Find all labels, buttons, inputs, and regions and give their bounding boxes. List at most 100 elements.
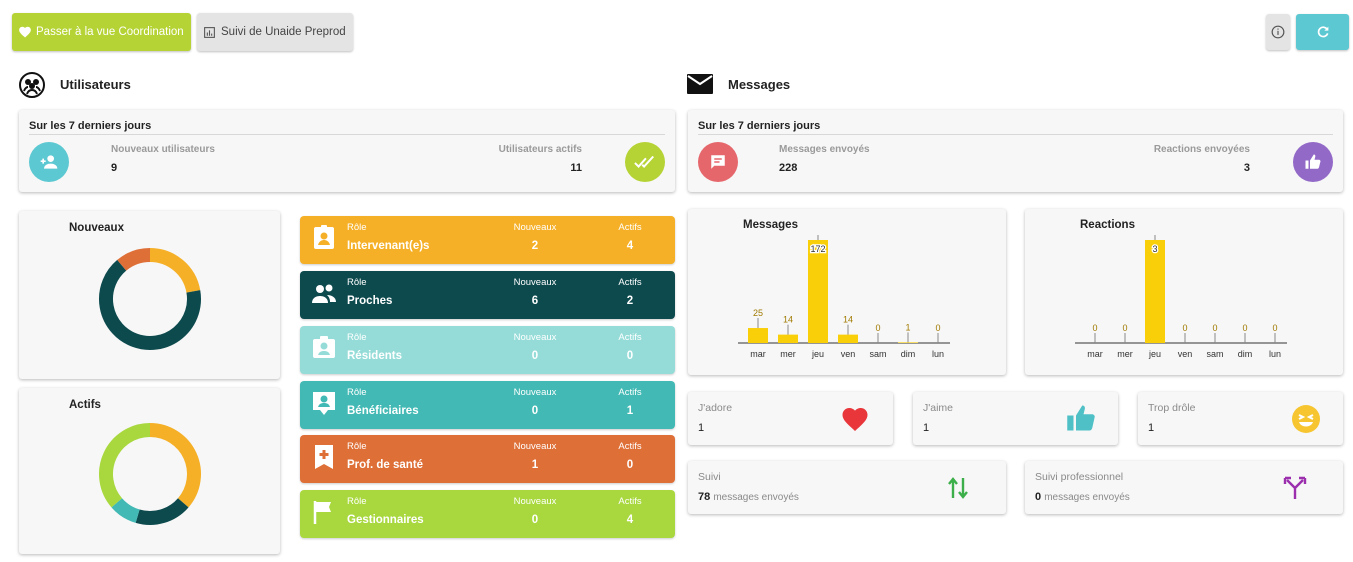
reaction-count: 1 <box>698 422 705 434</box>
role-name: Prof. de santé <box>347 459 424 471</box>
new-value: 0 <box>531 514 539 526</box>
tracking-name: Suivi <box>698 471 721 483</box>
users-group-icon <box>19 72 45 98</box>
messages-bar-chart: 25 mar 14 mer 172 jeu 14 ven 0 sam 1 dim 0 lun <box>738 235 950 359</box>
role-card-prof-de-sant[interactable]: Rôle Prof. de santé Nouveaux 1 Actifs 0 <box>300 435 675 483</box>
reactions-sent-value: 3 <box>1243 162 1250 174</box>
data-label: 0 <box>935 323 940 333</box>
role-card-intervenant-e-s[interactable]: Rôle Intervenant(e)s Nouveaux 2 Actifs 4 <box>300 216 675 264</box>
refresh-icon <box>1317 26 1328 38</box>
coordination-view-button[interactable]: Passer à la vue Coordination <box>12 13 191 51</box>
tick-label: ven <box>841 349 856 359</box>
new-key: Nouveaux <box>513 387 557 398</box>
reaction-card-like: J'aime 1 <box>913 392 1118 445</box>
new-value: 6 <box>531 295 539 307</box>
new-value: 1 <box>531 459 539 471</box>
donut-title-actifs: Actifs <box>69 399 101 411</box>
role-name: Proches <box>347 295 393 307</box>
donut-slice <box>99 423 151 508</box>
active-key: Actifs <box>618 222 642 233</box>
new-value: 0 <box>531 405 539 417</box>
tick-label: dim <box>901 349 916 359</box>
new-value: 2 <box>531 240 539 252</box>
active-users-value: 11 <box>570 162 582 174</box>
messages-chart-title: Messages <box>743 219 798 231</box>
tick-label: sam <box>1206 349 1223 359</box>
active-users-donut-card: Actifs <box>19 388 280 554</box>
new-key: Nouveaux <box>513 332 557 343</box>
tracking-button[interactable]: Suivi de Unaide Preprod <box>197 13 353 51</box>
new-users-donut-chart <box>99 248 201 350</box>
tracking-suffix: messages envoyés <box>713 492 799 503</box>
divider <box>29 134 665 135</box>
active-value: 1 <box>626 405 634 417</box>
role-key: Rôle <box>347 387 367 398</box>
contact-card-icon <box>313 336 335 358</box>
refresh-button[interactable] <box>1296 14 1349 50</box>
data-label: 0 <box>1212 323 1217 333</box>
role-card-b-n-ficiaires[interactable]: Rôle Bénéficiaires Nouveaux 0 Actifs 1 <box>300 381 675 429</box>
thumbs-up-icon <box>1067 405 1095 431</box>
role-name: Gestionnaires <box>347 514 424 526</box>
role-name: Résidents <box>347 350 402 362</box>
role-key: Rôle <box>347 277 367 288</box>
messages-period: Sur les 7 derniers jours <box>698 120 821 132</box>
info-button[interactable] <box>1266 14 1290 50</box>
reaction-count: 1 <box>1148 422 1155 434</box>
bar <box>748 328 768 343</box>
bar <box>838 334 858 343</box>
professional-tracking-card: Suivi professionnel 0 messages envoyés <box>1025 461 1343 514</box>
laughing-face-icon <box>1292 405 1320 433</box>
bar-chart-icon <box>204 26 215 38</box>
tracking-count: 78 <box>698 491 711 503</box>
data-label: 0 <box>1092 323 1097 333</box>
donut-slice <box>149 423 201 508</box>
users-summary-card: Sur les 7 derniers jours Nouveaux utilis… <box>19 110 675 192</box>
mail-icon <box>687 74 713 94</box>
active-key: Actifs <box>618 277 642 288</box>
bar <box>1145 240 1165 343</box>
coordination-view-label: Passer à la vue Coordination <box>36 26 184 38</box>
medical-bookmark-icon <box>315 445 333 469</box>
tracking-card: Suivi 78 messages envoyés <box>688 461 1006 514</box>
active-key: Actifs <box>618 441 642 452</box>
role-key: Rôle <box>347 441 367 452</box>
messages-summary-card: Sur les 7 derniers jours Messages envoyé… <box>688 110 1343 192</box>
role-card-proches[interactable]: Rôle Proches Nouveaux 6 Actifs 2 <box>300 271 675 319</box>
bar <box>808 240 828 343</box>
active-users-donut-chart <box>99 423 201 525</box>
role-key: Rôle <box>347 496 367 507</box>
divider <box>698 134 1333 135</box>
new-key: Nouveaux <box>513 496 557 507</box>
active-value: 0 <box>626 459 634 471</box>
merge-arrow-icon <box>1283 476 1307 499</box>
active-users-label: Utilisateurs actifs <box>498 144 582 155</box>
role-card-gestionnaires[interactable]: Rôle Gestionnaires Nouveaux 0 Actifs 4 <box>300 490 675 538</box>
messages-section-title: Messages <box>728 77 791 92</box>
tick-label: lun <box>932 349 944 359</box>
role-name: Intervenant(e)s <box>347 240 430 252</box>
data-label: 0 <box>1122 323 1127 333</box>
new-users-label: Nouveaux utilisateurs <box>111 144 215 155</box>
role-key: Rôle <box>347 222 367 233</box>
messages-sent-value: 228 <box>779 162 798 174</box>
data-label: 0 <box>1182 323 1187 333</box>
active-value: 0 <box>626 350 634 362</box>
reaction-name: J'adore <box>698 402 733 414</box>
reactions-sent-label: Reactions envoyées <box>1153 144 1250 155</box>
reactions-chart-title: Reactions <box>1080 219 1135 231</box>
people-icon <box>312 284 336 303</box>
users-period: Sur les 7 derniers jours <box>29 120 152 132</box>
new-users-value: 9 <box>111 162 118 174</box>
data-label: 0 <box>1272 323 1277 333</box>
new-users-donut-card: Nouveaux <box>19 211 280 379</box>
donut-title-nouveaux: Nouveaux <box>69 222 124 234</box>
donut-slice <box>99 259 201 350</box>
data-label: 3 <box>1152 244 1157 254</box>
role-card-r-sidents[interactable]: Rôle Résidents Nouveaux 0 Actifs 0 <box>300 326 675 374</box>
tick-label: lun <box>1269 349 1281 359</box>
role-key: Rôle <box>347 332 367 343</box>
tick-label: dim <box>1238 349 1253 359</box>
data-label: 14 <box>783 315 793 325</box>
messages-chart-card: Messages 25 mar 14 mer 172 jeu 14 ven 0 sam 1 dim 0 l… <box>688 209 1006 375</box>
